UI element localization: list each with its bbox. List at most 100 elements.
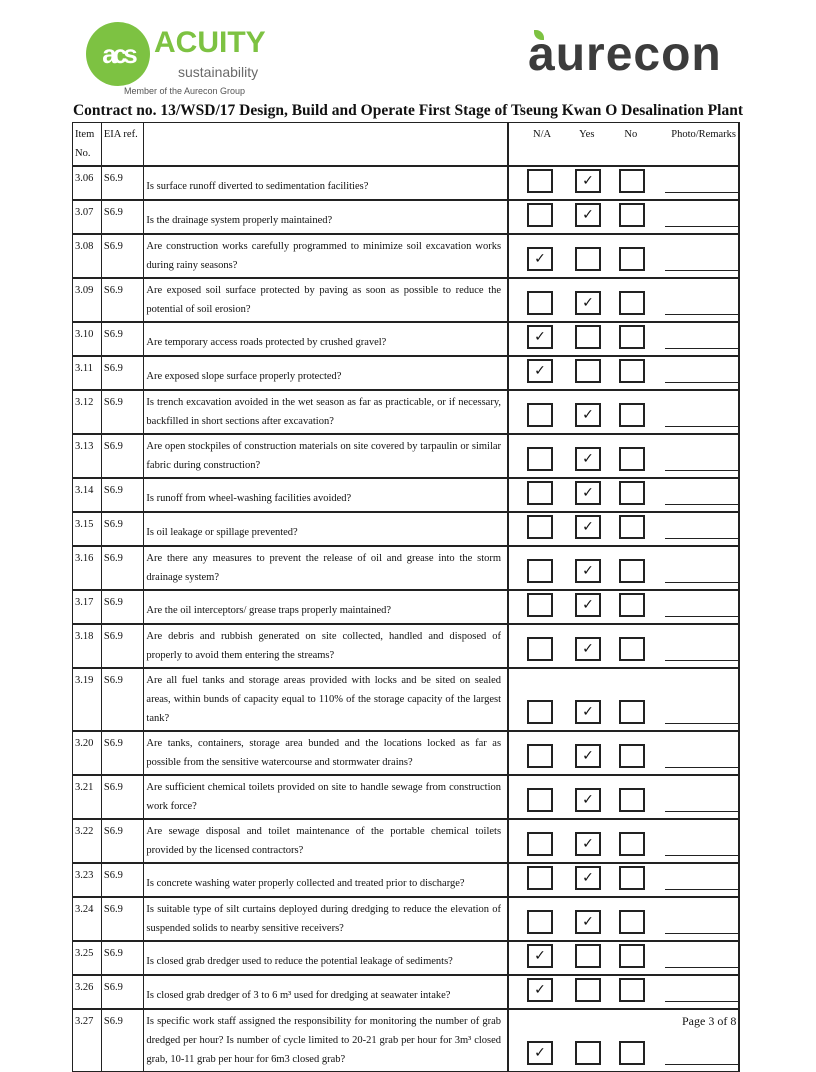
remarks-line[interactable] — [665, 582, 738, 583]
yes-checkbox[interactable]: ✓ — [575, 866, 602, 890]
no-checkbox[interactable] — [619, 559, 646, 583]
remarks-line[interactable] — [665, 855, 738, 856]
table-row: 3.12 S6.9 Is trench excavation avoided i… — [72, 389, 740, 435]
remarks-line[interactable] — [665, 723, 738, 724]
yes-checkbox[interactable]: ✓ — [575, 744, 602, 768]
na-checkbox[interactable]: ✓ — [527, 247, 554, 271]
answer-cell: ✓ — [507, 774, 740, 820]
remarks-line[interactable] — [665, 348, 738, 349]
no-checkbox[interactable] — [619, 744, 646, 768]
no-checkbox[interactable] — [619, 978, 646, 1002]
yes-checkbox[interactable]: ✓ — [575, 291, 602, 315]
yes-checkbox[interactable] — [575, 359, 602, 383]
no-checkbox[interactable] — [619, 944, 646, 968]
na-checkbox[interactable] — [527, 515, 554, 539]
na-checkbox[interactable] — [527, 637, 554, 661]
na-checkbox[interactable] — [527, 832, 554, 856]
yes-checkbox[interactable] — [575, 247, 602, 271]
remarks-line[interactable] — [665, 192, 738, 193]
acuity-mark: acs — [86, 22, 150, 86]
na-checkbox[interactable]: ✓ — [527, 1041, 554, 1065]
yes-checkbox[interactable]: ✓ — [575, 481, 602, 505]
na-checkbox[interactable] — [527, 788, 554, 812]
remarks-line[interactable] — [665, 470, 738, 471]
remarks-line[interactable] — [665, 314, 738, 315]
yes-checkbox[interactable]: ✓ — [575, 700, 602, 724]
no-checkbox[interactable] — [619, 832, 646, 856]
remarks-line[interactable] — [665, 382, 738, 383]
yes-checkbox[interactable]: ✓ — [575, 515, 602, 539]
no-checkbox[interactable] — [619, 515, 646, 539]
yes-checkbox[interactable]: ✓ — [575, 788, 602, 812]
na-checkbox[interactable] — [527, 744, 554, 768]
no-checkbox[interactable] — [619, 247, 646, 271]
na-checkbox[interactable]: ✓ — [527, 944, 554, 968]
remarks-line[interactable] — [665, 660, 738, 661]
table-row: 3.06 S6.9 Is surface runoff diverted to … — [72, 165, 740, 201]
yes-checkbox[interactable]: ✓ — [575, 910, 602, 934]
yes-checkbox[interactable]: ✓ — [575, 559, 602, 583]
question: Are debris and rubbish generated on site… — [143, 623, 509, 669]
na-checkbox[interactable] — [527, 481, 554, 505]
yes-checkbox[interactable] — [575, 978, 602, 1002]
remarks-line[interactable] — [665, 933, 738, 934]
yes-checkbox[interactable]: ✓ — [575, 447, 602, 471]
remarks-line[interactable] — [665, 504, 738, 505]
na-checkbox[interactable] — [527, 593, 554, 617]
no-checkbox[interactable] — [619, 325, 646, 349]
no-checkbox[interactable] — [619, 866, 646, 890]
remarks-line[interactable] — [665, 889, 738, 890]
remarks-line[interactable] — [665, 426, 738, 427]
remarks-line[interactable] — [665, 767, 738, 768]
no-checkbox[interactable] — [619, 481, 646, 505]
answer-cell: ✓ — [507, 623, 740, 669]
na-checkbox[interactable] — [527, 447, 554, 471]
remarks-line[interactable] — [665, 1001, 738, 1002]
table-row: 3.18 S6.9 Are debris and rubbish generat… — [72, 623, 740, 669]
no-checkbox[interactable] — [619, 700, 646, 724]
na-checkbox[interactable]: ✓ — [527, 325, 554, 349]
eia-ref: S6.9 — [100, 667, 145, 732]
question: Are there any measures to prevent the re… — [143, 545, 509, 591]
na-checkbox[interactable]: ✓ — [527, 359, 554, 383]
no-checkbox[interactable] — [619, 593, 646, 617]
remarks-line[interactable] — [665, 811, 738, 812]
na-checkbox[interactable]: ✓ — [527, 978, 554, 1002]
no-checkbox[interactable] — [619, 637, 646, 661]
remarks-line[interactable] — [665, 270, 738, 271]
item-no: 3.24 — [72, 896, 102, 942]
yes-checkbox[interactable]: ✓ — [575, 637, 602, 661]
no-checkbox[interactable] — [619, 291, 646, 315]
na-checkbox[interactable] — [527, 403, 554, 427]
yes-checkbox[interactable]: ✓ — [575, 593, 602, 617]
remarks-line[interactable] — [665, 1064, 738, 1065]
checklist-table: Item No. EIA ref. N/A Yes No Photo/Remar… — [72, 122, 740, 1072]
eia-ref: S6.9 — [100, 1008, 145, 1072]
no-checkbox[interactable] — [619, 788, 646, 812]
no-checkbox[interactable] — [619, 910, 646, 934]
na-checkbox[interactable] — [527, 910, 554, 934]
na-checkbox[interactable] — [527, 559, 554, 583]
no-checkbox[interactable] — [619, 359, 646, 383]
na-checkbox[interactable] — [527, 866, 554, 890]
na-checkbox[interactable] — [527, 291, 554, 315]
remarks-line[interactable] — [665, 226, 738, 227]
yes-checkbox[interactable] — [575, 1041, 602, 1065]
no-checkbox[interactable] — [619, 403, 646, 427]
yes-checkbox[interactable]: ✓ — [575, 403, 602, 427]
remarks-line[interactable] — [665, 967, 738, 968]
no-checkbox[interactable] — [619, 203, 646, 227]
yes-checkbox[interactable]: ✓ — [575, 203, 602, 227]
yes-checkbox[interactable]: ✓ — [575, 832, 602, 856]
yes-checkbox[interactable] — [575, 944, 602, 968]
na-checkbox[interactable] — [527, 700, 554, 724]
no-checkbox[interactable] — [619, 1041, 646, 1065]
remarks-line[interactable] — [665, 538, 738, 539]
no-checkbox[interactable] — [619, 447, 646, 471]
remarks-line[interactable] — [665, 616, 738, 617]
yes-checkbox[interactable] — [575, 325, 602, 349]
na-checkbox[interactable] — [527, 169, 554, 193]
no-checkbox[interactable] — [619, 169, 646, 193]
yes-checkbox[interactable]: ✓ — [575, 169, 602, 193]
na-checkbox[interactable] — [527, 203, 554, 227]
